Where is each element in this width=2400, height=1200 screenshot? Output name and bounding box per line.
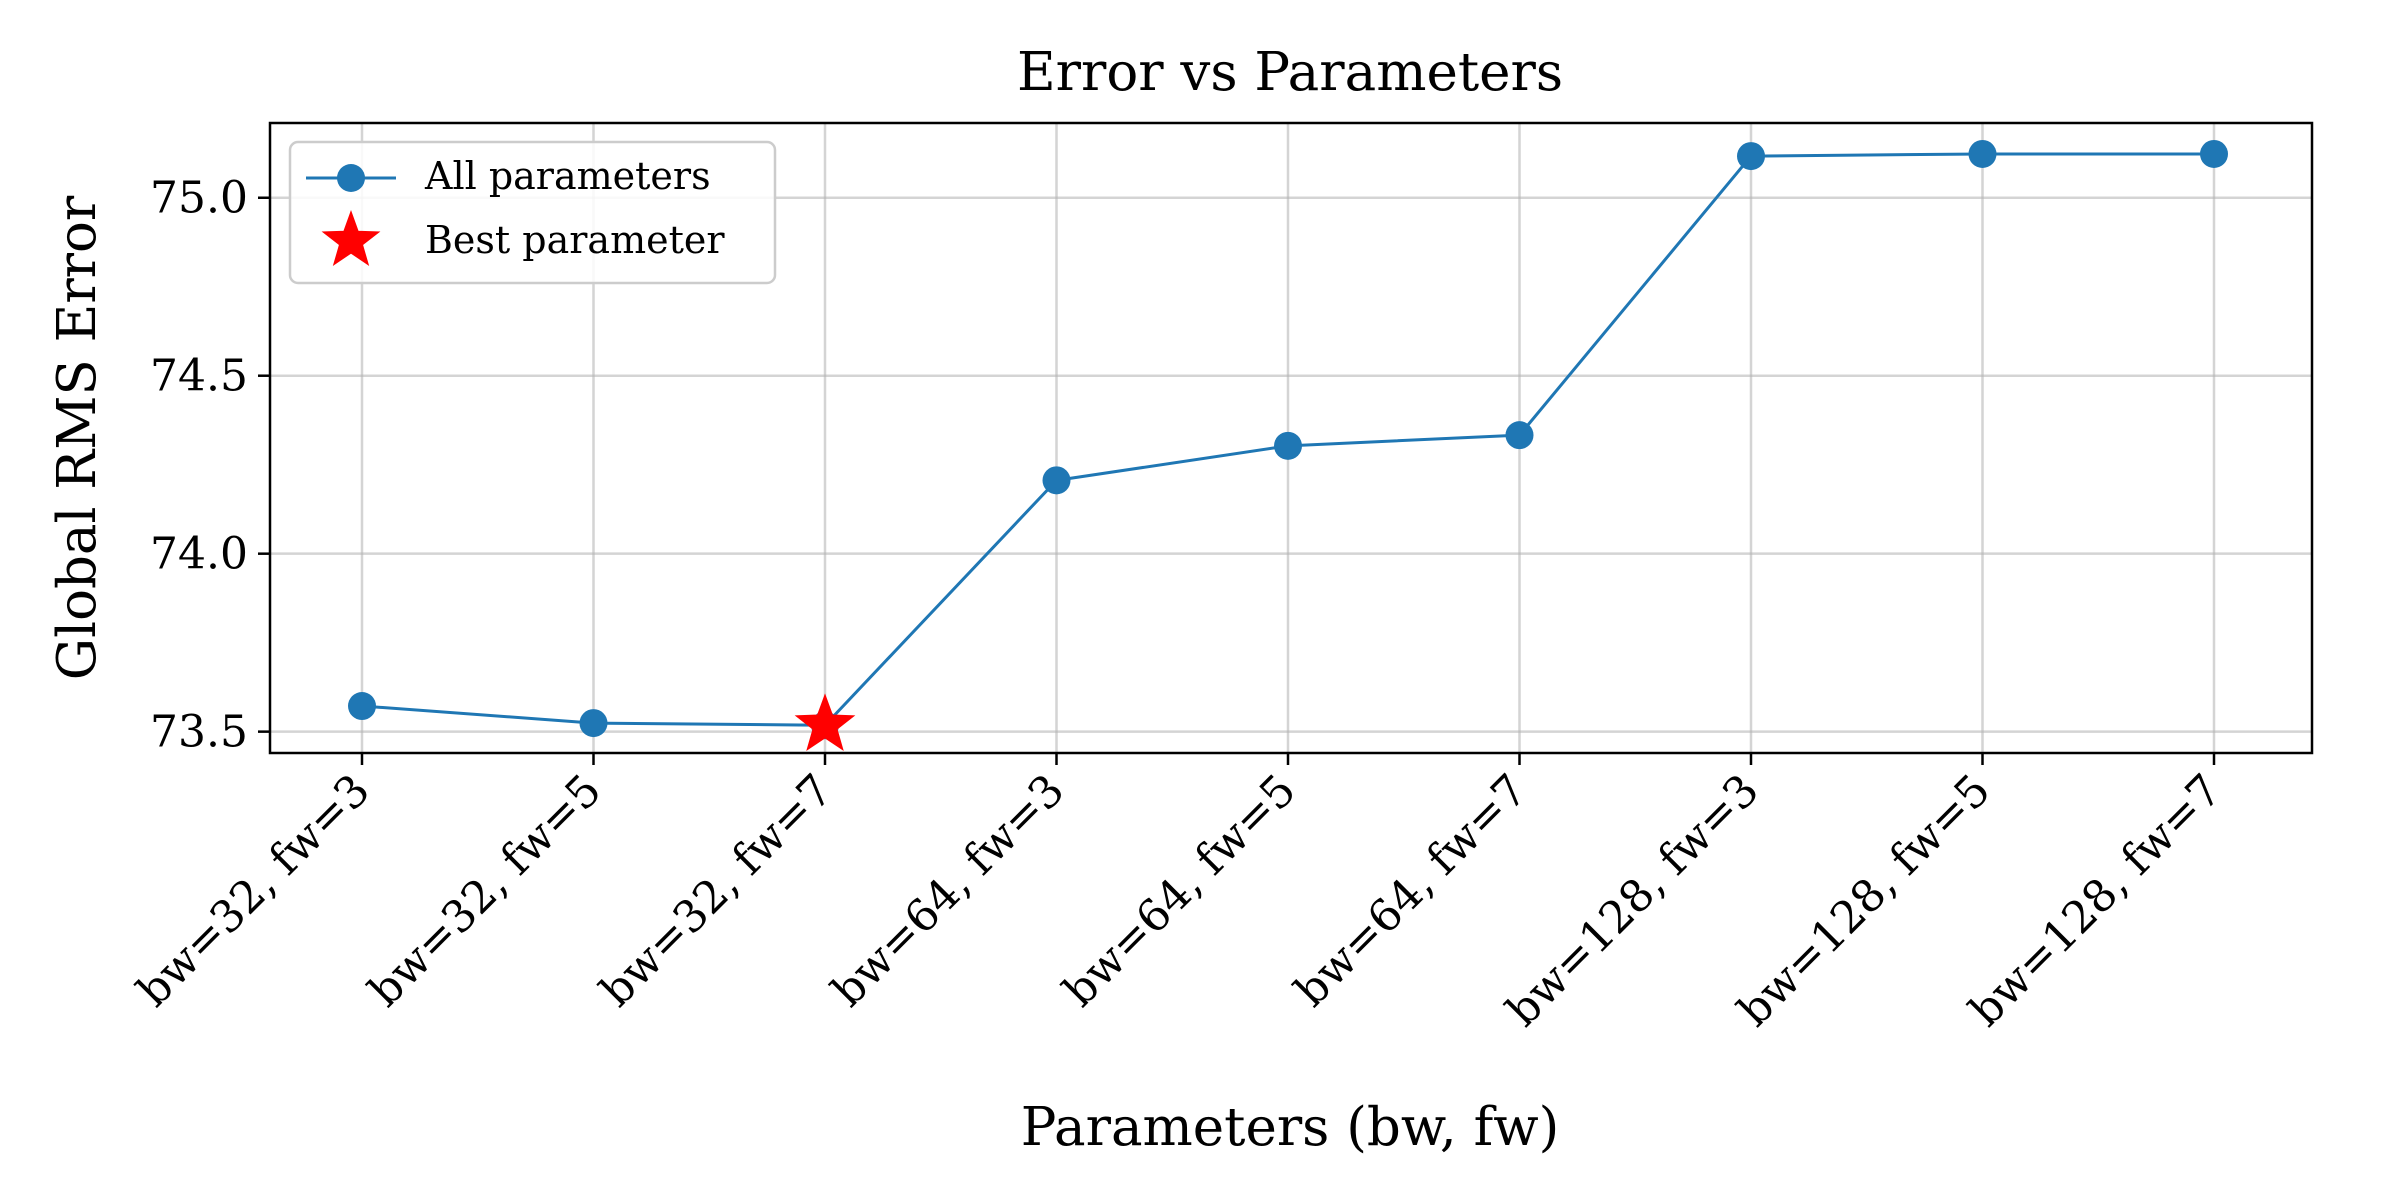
legend-label-all-parameters: All parameters	[424, 154, 711, 198]
data-point	[1737, 142, 1765, 171]
y-tick-label: 75.0	[150, 173, 248, 224]
data-point	[1968, 139, 1997, 168]
y-tick-label: 74.5	[150, 351, 248, 402]
y-tick-label: 73.5	[150, 707, 248, 758]
legend-entry-all-parameters: All parameters	[306, 154, 711, 198]
data-point	[1274, 431, 1302, 460]
data-point	[1042, 466, 1071, 495]
legend-label-best-parameter: Best parameter	[425, 218, 725, 262]
y-tick-label: 74.0	[150, 529, 248, 580]
legend-entry-best-parameter: Best parameter	[321, 210, 725, 267]
legend-circle-marker-icon	[337, 164, 365, 192]
data-point	[348, 692, 376, 721]
data-point	[579, 709, 608, 738]
chart-title: Error vs Parameters	[1017, 42, 1563, 103]
best-parameter-star	[794, 693, 856, 752]
legend-box	[288, 140, 777, 285]
x-axis-label: Parameters (bw, fw)	[1021, 1097, 1560, 1158]
plot-frame	[268, 121, 2314, 755]
grid-layer	[270, 123, 2312, 753]
y-axis-label: Global RMS Error	[47, 195, 108, 680]
legend-star-icon	[321, 210, 381, 267]
legend: All parameters Best parameter	[288, 140, 777, 285]
data-point	[1505, 421, 1534, 450]
best-parameter-layer	[794, 693, 856, 752]
y-axis: 73.5 74.0 74.5 75.0	[150, 173, 270, 758]
data-point	[2200, 139, 2228, 168]
